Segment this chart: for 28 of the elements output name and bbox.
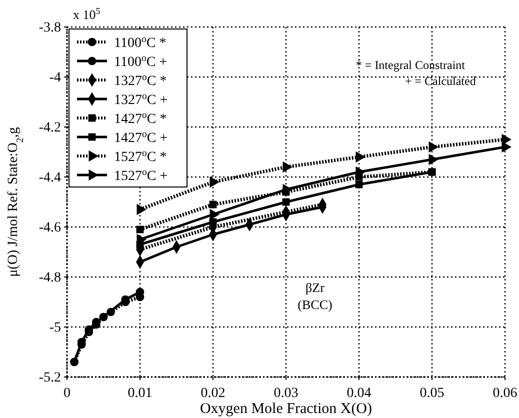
- annotation: + = Calculated: [405, 74, 476, 88]
- y-tick-label: -4.6: [38, 220, 61, 236]
- legend-label: 1427$^{o}$C +: [114, 128, 168, 146]
- y-tick-label: -4: [49, 70, 61, 86]
- y-tick-label: -4.4: [38, 170, 61, 186]
- legend-label: 1100$^{o}$C +: [114, 52, 168, 70]
- annotation: (BCC): [298, 297, 332, 312]
- legend-label: 1100$^{o}$C *: [114, 34, 166, 51]
- y-tick-label: -4.2: [38, 120, 61, 136]
- x-tick-label: 0.06: [492, 386, 518, 401]
- x-axis-title: Oxygen Mole Fraction X(O): [200, 401, 372, 417]
- legend-label: 1527$^{o}$C +: [114, 166, 168, 184]
- y-tick-label: -3.8: [38, 20, 61, 36]
- x-tick-label: 0.05: [420, 386, 444, 401]
- x-tick-label: 0.02: [200, 386, 226, 401]
- x-tick-label: 0.04: [346, 386, 372, 401]
- text: x 10$^{5}$: [73, 6, 101, 22]
- legend-label: 1427$^{o}$C *: [114, 110, 167, 127]
- legend-label: 1327$^{o}$C +: [114, 90, 168, 108]
- legend-label: 1527$^{o}$C *: [114, 148, 167, 165]
- y-tick-label: -5.2: [38, 370, 61, 386]
- x-tick-label: 0.01: [128, 386, 152, 401]
- y-tick-label: -4.8: [38, 270, 61, 286]
- x-tick-label: 0.03: [274, 386, 298, 401]
- y-tick-label: -5: [49, 320, 61, 336]
- annotation: βZr: [306, 280, 326, 295]
- x-tick-label: 0: [64, 386, 70, 401]
- legend-label: 1327$^{o}$C *: [114, 72, 167, 89]
